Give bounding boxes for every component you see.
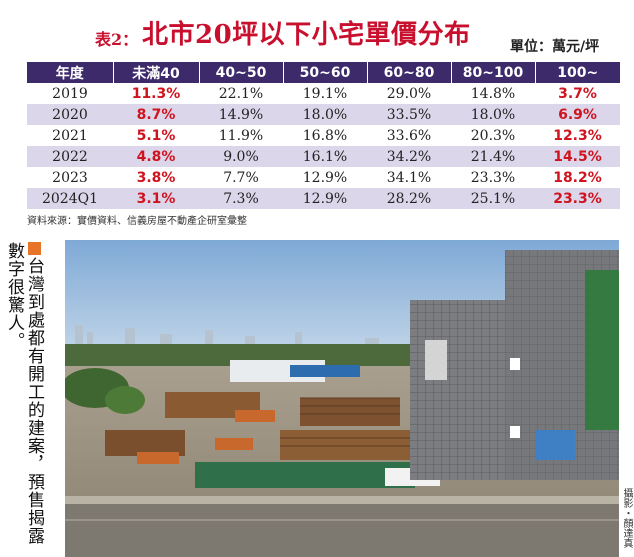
table-cell: 19.1% <box>302 85 348 102</box>
table-cell: 7.7% <box>223 169 259 186</box>
title-row: 表2： 北市20坪以下小宅單價分布 單位：萬元/坪 <box>0 0 634 56</box>
table-cell: 14.8% <box>470 85 516 102</box>
table-cell: 34.1% <box>386 169 432 186</box>
table-cell: 12.9% <box>283 188 367 209</box>
year-cell: 2021 <box>52 127 88 144</box>
table-row: 2022 4.8% 9.0% 16.1% 34.2% 21.4% 14.5% <box>27 146 620 167</box>
column-header: 年度 <box>27 62 113 83</box>
tall-building-under-construction <box>410 250 619 480</box>
table-cell: 12.9% <box>302 169 348 186</box>
table-cell: 11.3% <box>131 85 181 102</box>
table-cell: 5.1% <box>136 127 176 144</box>
table-cell: 29.0% <box>386 85 432 102</box>
unit-label: 單位：萬元/坪 <box>510 39 600 55</box>
year-cell: 2024Q1 <box>27 188 113 209</box>
tree-line <box>65 344 425 366</box>
table-row: 2024Q1 3.1% 7.3% 12.9% 28.2% 25.1% 23.3% <box>27 188 620 209</box>
table-cell: 16.8% <box>302 127 348 144</box>
table-cell: 7.3% <box>199 188 283 209</box>
table-row: 2021 5.1% 11.9% 16.8% 33.6% 20.3% 12.3% <box>27 125 620 146</box>
formwork-areas <box>105 392 420 460</box>
table-header-row: 年度 未滿40 40~50 50~60 60~80 80~100 100~ <box>27 62 620 83</box>
table-cell: 3.8% <box>136 169 176 186</box>
table-cell: 34.2% <box>367 146 451 167</box>
year-cell: 2020 <box>27 104 113 125</box>
price-distribution-table: 年度 未滿40 40~50 50~60 60~80 80~100 100~ 20… <box>27 62 620 209</box>
table-cell: 14.9% <box>199 104 283 125</box>
column-header: 40~50 <box>198 62 283 83</box>
photo-caption: 台灣到處都有開工的建案，預售揭露數字很驚人。 <box>4 242 44 557</box>
table-cell: 18.0% <box>451 104 535 125</box>
table-cell: 6.9% <box>535 104 620 125</box>
table-cell: 23.3% <box>535 188 620 209</box>
column-header: 60~80 <box>366 62 451 83</box>
column-header: 80~100 <box>450 62 535 83</box>
site-hoarding <box>195 462 415 488</box>
table-cell: 12.3% <box>553 127 602 144</box>
caption-text: 台灣到處都有開工的建案，預售揭露數字很驚人。 <box>4 242 44 545</box>
table-cell: 14.5% <box>535 146 620 167</box>
table-row: 2020 8.7% 14.9% 18.0% 33.5% 18.0% 6.9% <box>27 104 620 125</box>
table-cell: 3.7% <box>558 85 597 102</box>
table-cell: 23.3% <box>470 169 516 186</box>
column-header: 未滿40 <box>112 62 199 83</box>
table-cell: 9.0% <box>199 146 283 167</box>
table-cell: 18.0% <box>283 104 367 125</box>
table-cell: 8.7% <box>113 104 199 125</box>
table-cell: 4.8% <box>113 146 199 167</box>
construction-site-photo <box>65 240 619 557</box>
table-cell: 16.1% <box>283 146 367 167</box>
year-cell: 2022 <box>27 146 113 167</box>
table-row: 2023 3.8% 7.7% 12.9% 34.1% 23.3% 18.2% <box>27 167 620 188</box>
table-cell: 18.2% <box>553 169 602 186</box>
table-cell: 28.2% <box>367 188 451 209</box>
column-header: 50~60 <box>282 62 367 83</box>
table-cell: 33.6% <box>386 127 432 144</box>
table-cell: 22.1% <box>218 85 264 102</box>
source-note: 資料來源：實價資料、信義房屋不動產企研室彙整 <box>27 216 247 227</box>
table-row: 2019 11.3% 22.1% 19.1% 29.0% 14.8% 3.7% <box>27 83 620 104</box>
photo-illustration <box>65 240 619 557</box>
photo-credit: 攝影・顏達真 <box>621 488 632 548</box>
table-cell: 20.3% <box>470 127 516 144</box>
caption-marker <box>27 242 41 255</box>
year-cell: 2023 <box>52 169 88 186</box>
table-cell: 25.1% <box>451 188 535 209</box>
foreground-road <box>65 502 619 557</box>
table-cell: 21.4% <box>451 146 535 167</box>
table-cell: 3.1% <box>113 188 199 209</box>
table-cell: 11.9% <box>218 127 264 144</box>
column-header: 100~ <box>534 62 620 83</box>
table-number: 表2： <box>95 30 139 49</box>
table-title: 北市20坪以下小宅單價分布 <box>142 20 471 50</box>
table-cell: 33.5% <box>367 104 451 125</box>
year-cell: 2019 <box>52 85 88 102</box>
